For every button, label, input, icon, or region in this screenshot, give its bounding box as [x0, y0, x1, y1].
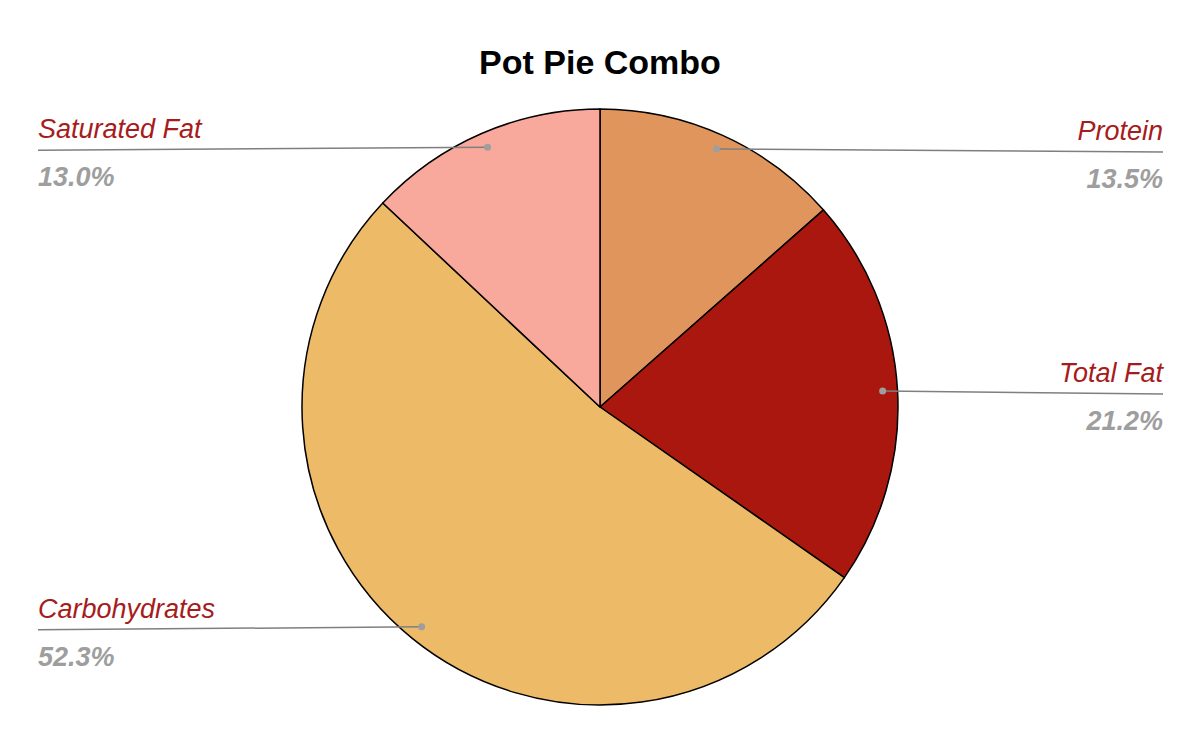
slice-value-label: 21.2% [1085, 406, 1163, 436]
pie-slices [302, 109, 898, 705]
chart-svg: Pot Pie Combo Protein 13.5% Total Fat 21.2% C… [0, 0, 1200, 742]
slice-category-label: Saturated Fat [38, 114, 203, 144]
chart-container: Pot Pie Combo Protein 13.5% Total Fat 21.2% C… [0, 0, 1200, 742]
page: {"chart_data": {"type": "pie", "title": … [0, 0, 1200, 742]
leader-dot [418, 623, 425, 630]
leader-line [883, 391, 1163, 394]
background [0, 0, 1200, 742]
pie-slice [383, 109, 600, 407]
pie-labels: Protein 13.5% Total Fat 21.2% Carbohydrates 5… [38, 114, 1164, 672]
leader-dot [713, 145, 720, 152]
slice-category-label: Protein [1077, 116, 1163, 146]
slice-category-label: Carbohydrates [38, 594, 215, 624]
leader-line [38, 147, 488, 150]
slice-value-label: 52.3% [38, 642, 115, 672]
leader-line [38, 627, 422, 630]
leader-line [716, 149, 1163, 152]
chart-title: Pot Pie Combo [479, 43, 721, 81]
slice-category-label: Total Fat [1059, 358, 1165, 388]
slice-value-label: 13.5% [1086, 164, 1163, 194]
leader-dot [879, 387, 886, 394]
slice-value-label: 13.0% [38, 162, 115, 192]
leader-dot [484, 144, 491, 151]
